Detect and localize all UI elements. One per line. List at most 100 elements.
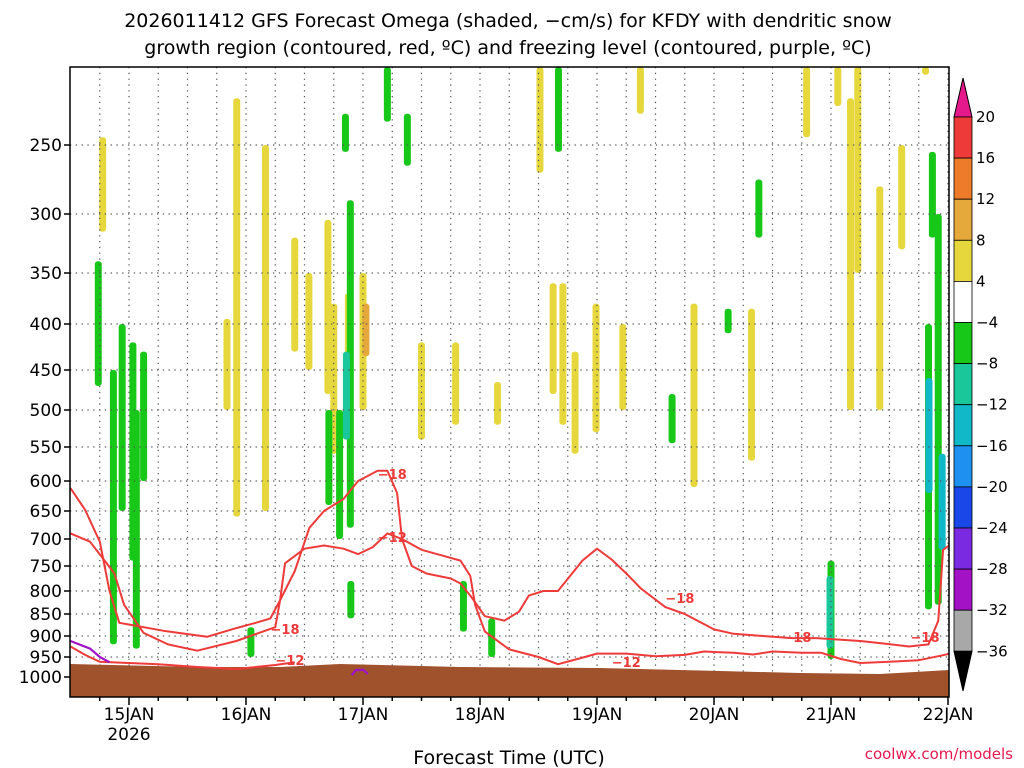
y-tick-label-250: 250 [30, 136, 62, 156]
omega-shade-23 [803, 67, 811, 138]
contour-label-5: −12 [612, 656, 641, 671]
contour-label-4: −18 [665, 592, 694, 607]
chart-title-line-2: growth region (contoured, red, ºC) and f… [144, 37, 871, 59]
y-tick-label-350: 350 [30, 264, 62, 284]
colorbar-band-0 [953, 116, 973, 159]
colorbar-label-8: −16 [976, 437, 1008, 455]
chart-title-line-1: 2026011412 GFS Forecast Omega (shaded, −… [124, 10, 892, 32]
omega-shade-22 [748, 308, 756, 461]
omega-shade-27 [876, 186, 884, 410]
omega-shade-42 [347, 581, 355, 619]
x-tick-label-0: 15JAN [104, 705, 155, 725]
y-tick-label-1000: 1000 [19, 668, 62, 688]
omega-shade-53 [928, 151, 936, 238]
colorbar-label-1: 16 [976, 149, 995, 167]
y-tick-label-750: 750 [30, 557, 62, 577]
omega-shade-16 [559, 283, 567, 425]
dgz-contour-2 [70, 645, 295, 670]
omega-shade-36 [247, 627, 255, 657]
omega-shade-20 [636, 67, 644, 114]
x-tick-label-5: 20JAN [689, 705, 740, 725]
colorbar-band-11 [953, 568, 973, 611]
colorbar-label-7: −12 [976, 396, 1008, 414]
y-tick-label-900: 900 [30, 627, 62, 647]
y-tick-label-400: 400 [30, 315, 62, 335]
omega-shade-14 [536, 67, 544, 173]
terrain-fill [70, 664, 949, 697]
x-tick-label-2: 17JAN [338, 705, 389, 725]
omega-shade-2 [233, 98, 241, 517]
colorbar-label-0: 20 [976, 108, 995, 126]
colorbar-label-3: 8 [976, 231, 986, 249]
omega-shade-44 [403, 113, 411, 166]
freezing-contour-1 [350, 668, 369, 676]
omega-shade-43 [383, 67, 391, 122]
contour-label-3: −12 [275, 654, 304, 669]
y-tick-label-950: 950 [30, 648, 62, 668]
omega-shade-4 [291, 237, 299, 352]
x-tick-label-3: 18JAN [455, 705, 506, 725]
omega-shade-10 [362, 303, 370, 357]
colorbar-label-11: −28 [976, 560, 1008, 578]
y-tick-label-500: 500 [30, 401, 62, 421]
x-tick-label-4: 19JAN [572, 705, 623, 725]
y-tick-label-700: 700 [30, 530, 62, 550]
omega-shade-13 [494, 382, 502, 425]
colorbar-label-13: −36 [976, 642, 1008, 660]
omega-shade-38 [336, 410, 344, 539]
colorbar-label-9: −20 [976, 478, 1008, 496]
omega-shade-21 [690, 303, 698, 487]
contour-label-1: −12 [378, 531, 407, 546]
colorbar-top-arrow [953, 77, 973, 118]
omega-shade-55 [925, 378, 933, 493]
colorbar-bottom-arrow [953, 650, 973, 692]
omega-shade-35 [140, 351, 148, 481]
y-tick-label-800: 800 [30, 582, 62, 602]
colorbar-label-12: −32 [976, 601, 1008, 619]
omega-shade-15 [549, 283, 557, 394]
omega-shade-57 [938, 453, 946, 550]
omega-shade-50 [755, 179, 763, 238]
colorbar-band-7 [953, 404, 973, 447]
omega-shade-47 [554, 67, 562, 152]
omega-shade-24 [834, 67, 842, 106]
omega-shade-0 [99, 137, 107, 232]
dgz-contour-1 [70, 532, 949, 666]
colorbar-band-3 [953, 239, 973, 282]
dgz-contour-0 [70, 469, 949, 648]
omega-shade-25 [847, 98, 854, 410]
y-tick-label-550: 550 [30, 438, 62, 458]
contour-label-6: −18 [782, 631, 811, 646]
freezing-contour-0 [70, 639, 111, 664]
terrain-band [70, 664, 949, 697]
omega-shade-19 [619, 324, 627, 410]
x-tick-label-6: 21JAN [806, 705, 857, 725]
colorbar-band-8 [953, 445, 973, 488]
omega-shade-1 [223, 318, 231, 410]
colorbar-band-1 [953, 157, 973, 200]
contour-label-0: −18 [378, 468, 407, 483]
colorbar-band-9 [953, 486, 973, 529]
omega-shade-26 [854, 67, 862, 273]
x-tick-label-1: 16JAN [221, 705, 272, 725]
y-tick-label-850: 850 [30, 605, 62, 625]
x-tick-label-7: 22JAN [923, 705, 974, 725]
colorbar-band-10 [953, 527, 973, 570]
y-axis-pressure: 2503003504004505005506006507007508008509… [19, 136, 70, 688]
omega-shade-12 [452, 342, 460, 425]
colorbar-label-6: −8 [976, 355, 998, 373]
omega-shade-29 [922, 67, 930, 75]
omega-shade-52 [826, 576, 834, 649]
contour-labels: −18 −12 −18 −12 −18 −12 −18 −18 [271, 468, 940, 671]
plot-frame [69, 66, 950, 698]
omega-shade-41 [341, 113, 349, 152]
y-tick-label-300: 300 [30, 205, 62, 225]
colorbar-band-4 [953, 280, 973, 323]
colorbar-band-6 [953, 363, 973, 406]
omega-shade-18 [592, 303, 600, 433]
gridlines [70, 67, 949, 697]
y-tick-label-600: 600 [30, 472, 62, 492]
x-axis-label: Forecast Time (UTC) [413, 747, 604, 768]
